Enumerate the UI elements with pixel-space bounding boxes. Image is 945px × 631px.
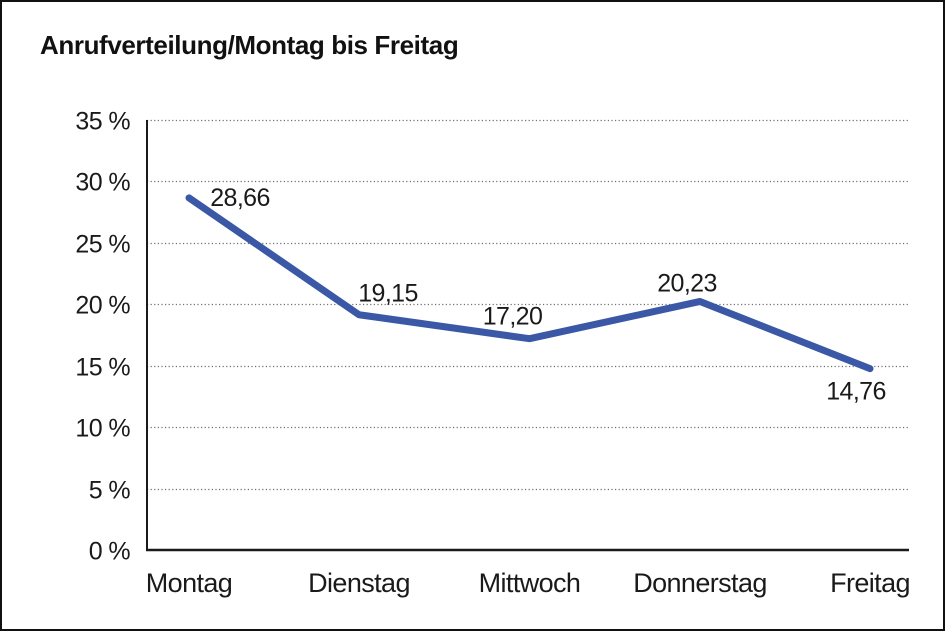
y-axis-tick-label: 10 % <box>75 415 130 443</box>
data-point-label: 20,23 <box>657 269 717 297</box>
y-axis-tick-label: 0 % <box>89 538 131 566</box>
data-line <box>185 194 874 373</box>
x-axis-category-label: Freitag <box>830 568 910 598</box>
x-axis-category-label: Donnerstag <box>633 568 767 598</box>
data-point-label: 17,20 <box>483 303 543 331</box>
y-axis-tick-label: 30 % <box>75 169 130 197</box>
x-axis-category-label: Montag <box>146 568 232 598</box>
data-point-label: 19,15 <box>358 280 418 308</box>
chart-title: Anrufverteilung/Montag bis Freitag <box>40 30 459 60</box>
data-point-label: 14,76 <box>826 378 886 406</box>
y-axis-tick-label: 25 % <box>75 231 130 259</box>
y-axis-tick-label: 35 % <box>75 108 130 136</box>
x-axis-category-label: Dienstag <box>308 568 410 598</box>
y-axis-tick-label: 5 % <box>89 477 131 505</box>
x-axis-category-label: Mittwoch <box>479 568 581 598</box>
data-point-label: 28,66 <box>210 184 270 212</box>
y-axis-tick-label: 20 % <box>75 292 130 320</box>
y-axis-tick-label: 15 % <box>75 354 130 382</box>
